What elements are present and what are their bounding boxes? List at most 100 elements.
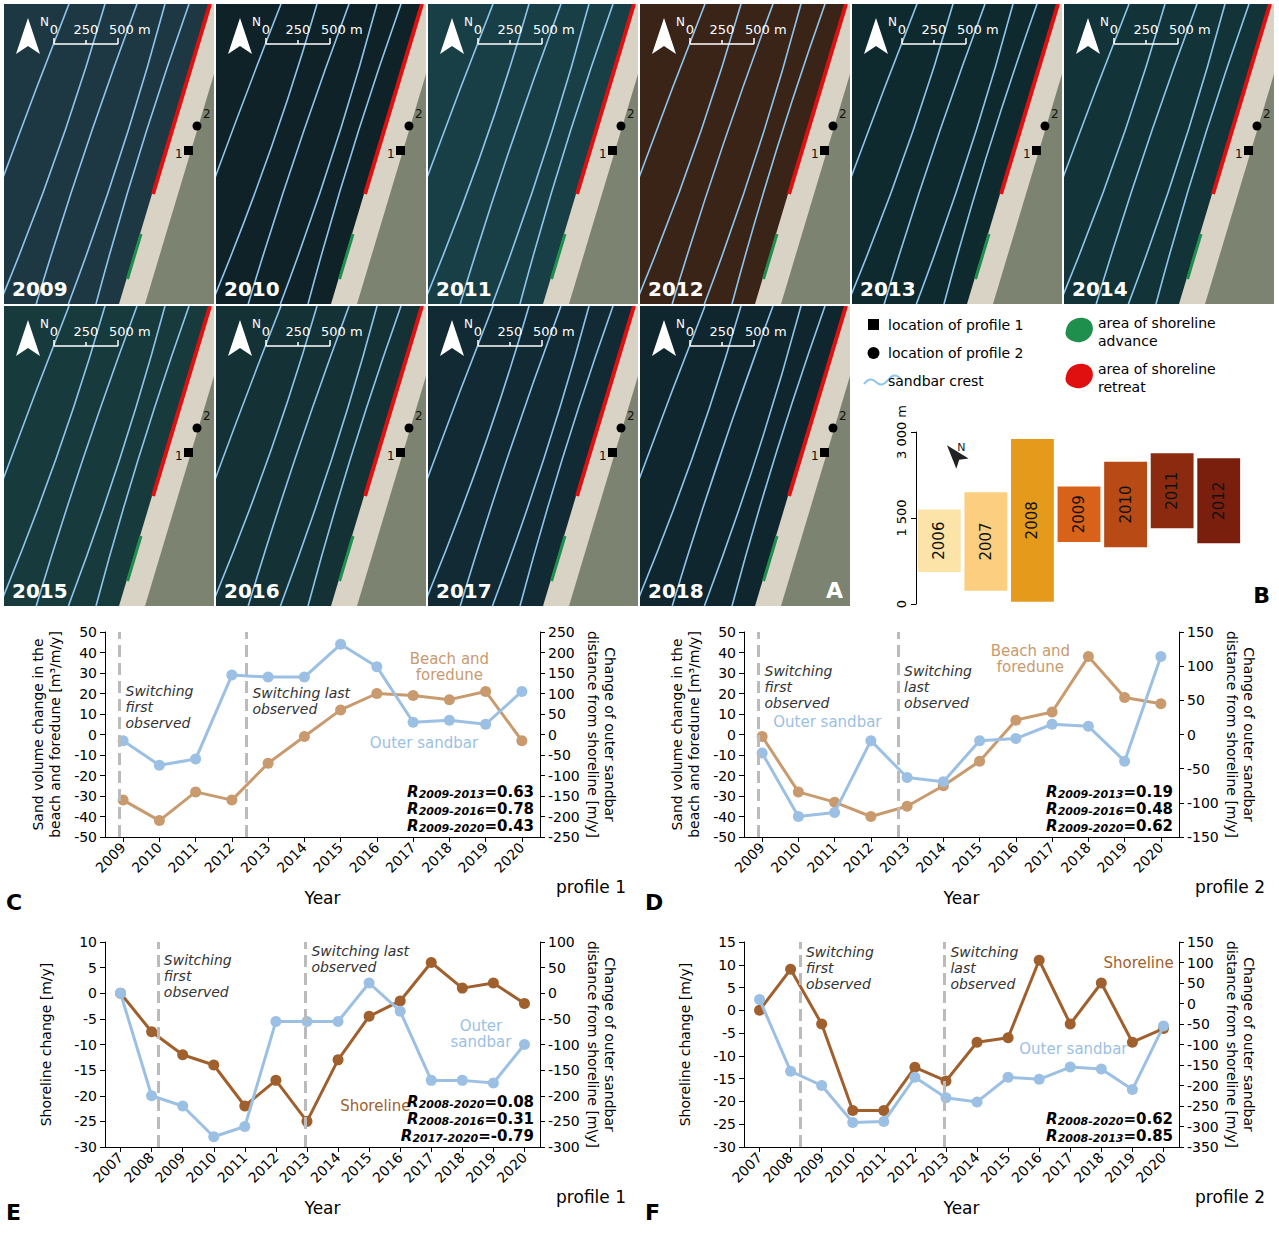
svg-text:500 m: 500 m — [533, 22, 575, 37]
svg-text:Switching: Switching — [904, 663, 972, 679]
svg-text:D: D — [645, 890, 663, 915]
svg-text:2009: 2009 — [791, 1149, 827, 1185]
svg-text:0: 0 — [898, 22, 906, 37]
svg-text:250: 250 — [286, 324, 311, 339]
svg-text:2015: 2015 — [977, 1149, 1013, 1185]
svg-text:250: 250 — [548, 624, 575, 640]
svg-text:3 000 m: 3 000 m — [894, 405, 909, 459]
svg-text:Switching: Switching — [950, 944, 1018, 960]
svg-text:2013: 2013 — [860, 277, 916, 301]
svg-text:50: 50 — [718, 624, 736, 640]
svg-text:N: N — [1100, 15, 1109, 29]
svg-text:500 m: 500 m — [321, 22, 363, 37]
svg-text:-200: -200 — [548, 1088, 580, 1104]
svg-text:Shoreline change [m/y]: Shoreline change [m/y] — [38, 963, 54, 1127]
svg-text:Sand volume change in the: Sand volume change in the — [669, 638, 685, 830]
svg-text:2: 2 — [839, 409, 847, 423]
svg-text:2016: 2016 — [369, 1149, 406, 1186]
svg-text:-15: -15 — [74, 1062, 97, 1078]
svg-text:2: 2 — [1051, 107, 1059, 121]
svg-text:0: 0 — [894, 600, 909, 608]
svg-text:observed: observed — [252, 701, 317, 717]
svg-text:2007: 2007 — [977, 522, 995, 560]
svg-text:0: 0 — [686, 22, 694, 37]
svg-text:2009-2020: 2009-2020 — [419, 822, 485, 835]
svg-text:distance from shoreline [m/y]: distance from shoreline [m/y] — [1224, 941, 1240, 1148]
svg-text:500 m: 500 m — [745, 324, 787, 339]
svg-text:2017: 2017 — [436, 579, 492, 603]
svg-text:2010: 2010 — [1117, 485, 1135, 523]
svg-text:-50: -50 — [548, 1011, 571, 1027]
svg-text:1: 1 — [599, 449, 607, 463]
svg-text:observed: observed — [311, 959, 376, 975]
svg-text:observed: observed — [765, 695, 830, 711]
svg-text:2017: 2017 — [382, 839, 418, 875]
svg-text:-150: -150 — [548, 788, 580, 804]
svg-text:R: R — [1046, 783, 1058, 801]
svg-text:250: 250 — [74, 22, 99, 37]
svg-text:observed: observed — [806, 976, 871, 992]
svg-text:-250: -250 — [548, 1113, 580, 1129]
svg-text:=0.19: =0.19 — [1123, 783, 1173, 801]
svg-text:observed: observed — [164, 984, 229, 1000]
svg-text:0: 0 — [50, 324, 58, 339]
svg-text:-20: -20 — [74, 1088, 97, 1104]
svg-text:=0.62: =0.62 — [1123, 817, 1173, 835]
svg-text:2018: 2018 — [419, 839, 455, 875]
svg-text:observed: observed — [904, 695, 969, 711]
svg-text:2011: 2011 — [436, 277, 492, 301]
svg-text:Shoreline change [m/y]: Shoreline change [m/y] — [677, 963, 693, 1127]
svg-text:Switching: Switching — [806, 944, 874, 960]
svg-text:2012: 2012 — [1210, 482, 1228, 520]
svg-text:R: R — [407, 783, 419, 801]
svg-text:Outer sandbar: Outer sandbar — [370, 734, 479, 752]
svg-text:F: F — [645, 1200, 660, 1225]
svg-text:2006: 2006 — [930, 522, 948, 560]
svg-text:50: 50 — [548, 706, 566, 722]
svg-text:0: 0 — [1187, 996, 1196, 1012]
svg-text:2009: 2009 — [92, 839, 128, 875]
svg-text:retreat: retreat — [1098, 379, 1146, 395]
svg-text:30: 30 — [718, 665, 736, 681]
svg-text:1: 1 — [599, 147, 607, 161]
svg-text:2013: 2013 — [915, 1149, 951, 1185]
svg-text:0: 0 — [50, 22, 58, 37]
svg-text:2008-2020: 2008-2020 — [419, 1098, 485, 1111]
svg-text:2008-2016: 2008-2016 — [419, 1115, 485, 1128]
svg-text:-40: -40 — [713, 809, 736, 825]
svg-text:-30: -30 — [74, 1139, 97, 1155]
svg-text:2009-2016: 2009-2016 — [1058, 805, 1124, 818]
svg-text:2018: 2018 — [1058, 839, 1094, 875]
svg-text:-20: -20 — [74, 768, 97, 784]
svg-text:-200: -200 — [548, 809, 580, 825]
svg-text:0: 0 — [262, 324, 270, 339]
svg-text:C: C — [6, 890, 22, 915]
svg-text:beach and foredune [m³/m/y]: beach and foredune [m³/m/y] — [47, 631, 63, 838]
svg-text:-20: -20 — [713, 768, 736, 784]
svg-text:=0.43: =0.43 — [484, 817, 534, 835]
svg-text:500 m: 500 m — [957, 22, 999, 37]
svg-text:=-0.79: =-0.79 — [478, 1127, 534, 1145]
svg-text:first: first — [765, 679, 793, 695]
svg-text:2009-2013: 2009-2013 — [1058, 788, 1124, 801]
svg-text:=0.63: =0.63 — [484, 783, 534, 801]
svg-text:A: A — [826, 578, 843, 603]
svg-text:10: 10 — [79, 934, 97, 950]
svg-text:2012: 2012 — [648, 277, 704, 301]
svg-text:foredune: foredune — [997, 658, 1064, 676]
svg-text:Switching last: Switching last — [252, 685, 350, 701]
svg-text:Shoreline: Shoreline — [1103, 954, 1173, 972]
svg-text:-100: -100 — [548, 1037, 580, 1053]
svg-text:2011: 2011 — [214, 1149, 250, 1185]
svg-text:1: 1 — [175, 147, 183, 161]
svg-text:2016: 2016 — [985, 839, 1022, 876]
svg-text:beach and foredune [m³/m/y]: beach and foredune [m³/m/y] — [686, 631, 702, 838]
svg-text:-30: -30 — [713, 1139, 736, 1155]
svg-text:N: N — [676, 317, 685, 331]
svg-text:-10: -10 — [74, 1037, 97, 1053]
svg-text:observed: observed — [126, 715, 191, 731]
svg-text:Sand volume change in the: Sand volume change in the — [30, 638, 46, 830]
svg-text:-300: -300 — [1187, 1119, 1219, 1135]
svg-text:-30: -30 — [74, 788, 97, 804]
svg-text:N: N — [957, 441, 965, 454]
